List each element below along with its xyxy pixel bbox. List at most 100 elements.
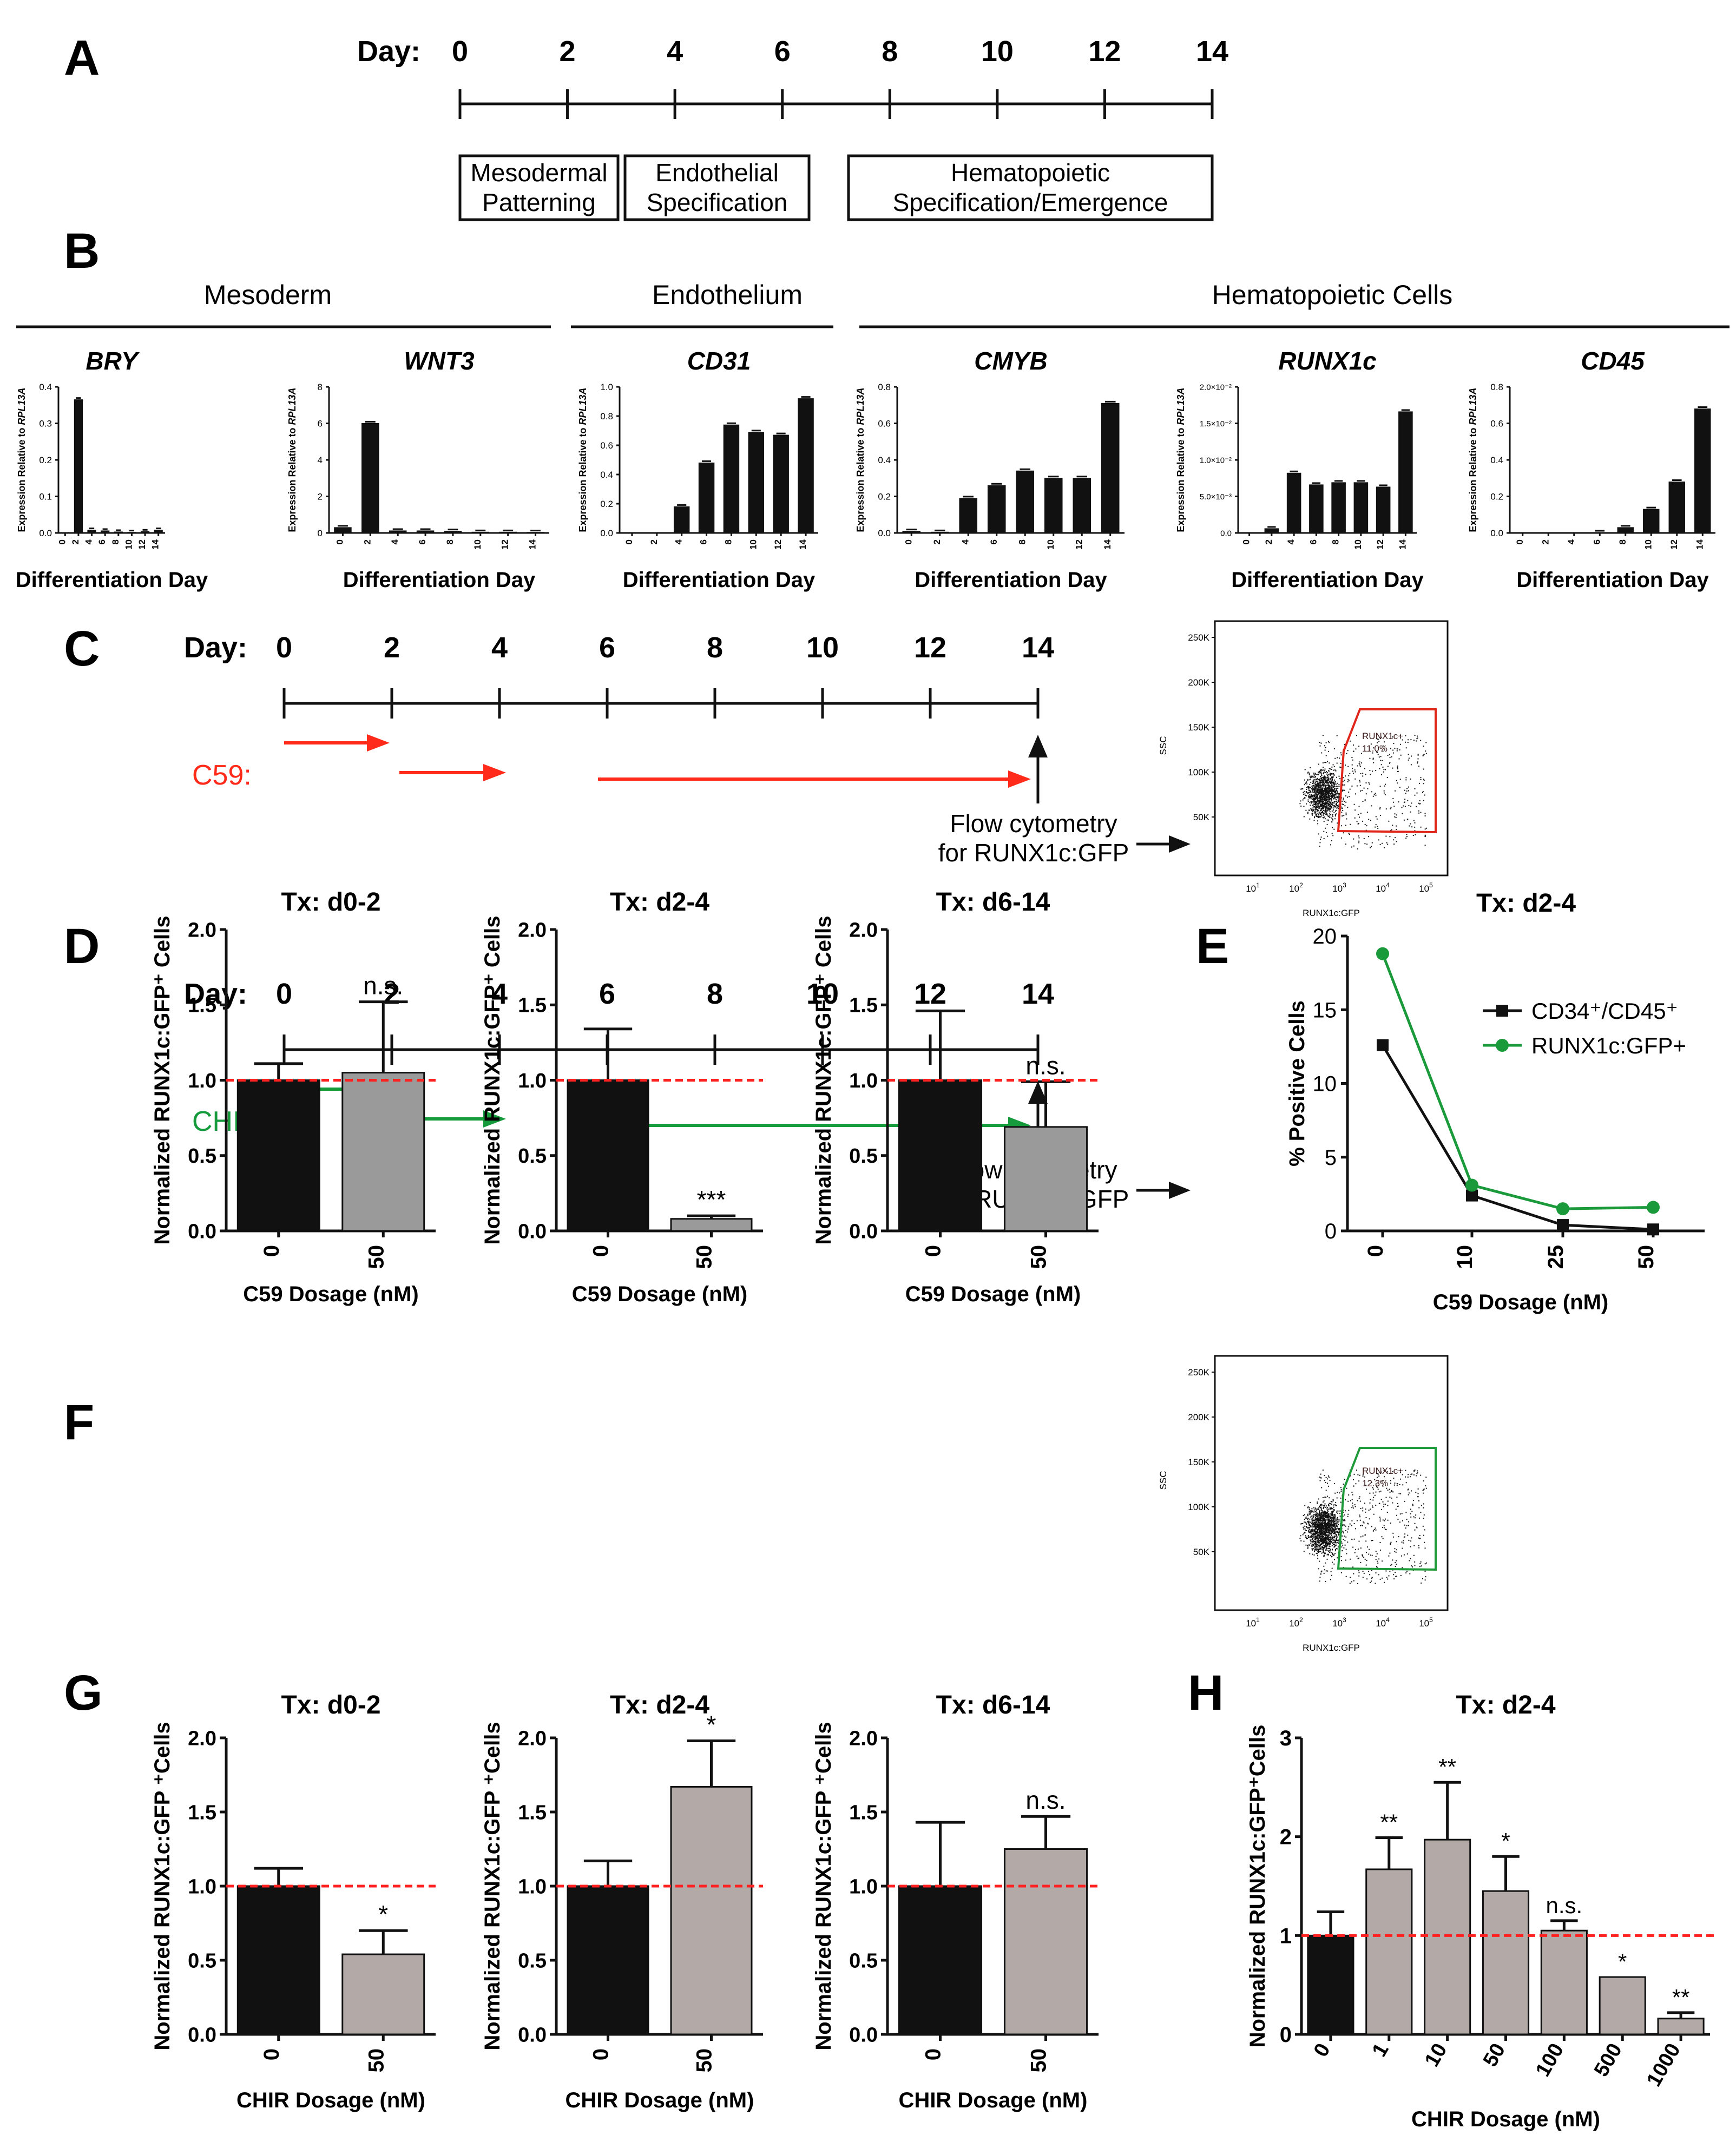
chart-b2-x-axis-label: Differentiation Day [343, 568, 536, 592]
chart-b4-x-tick-label: 10 [1045, 539, 1056, 550]
chart-b3-x-tick-label: 0 [624, 539, 634, 544]
chart-b6-y-tick-label: 0.4 [1490, 455, 1503, 465]
chart-b6-y-tick-label: 0.8 [1490, 382, 1503, 392]
chart-b5-bar [1331, 482, 1346, 533]
chart-d2-y-axis-label: Normalized RUNX1c:GFP⁺ Cells [481, 916, 504, 1245]
flow-c-x-tick-label: 101 [1246, 881, 1260, 894]
chart-b4-bar [1016, 470, 1035, 533]
flow-f-x-tick-exponent: 3 [1343, 1616, 1346, 1624]
chart-g3-y-tick-label: 2.0 [849, 1727, 878, 1750]
flow-f-gate [1337, 1447, 1437, 1571]
chart-b4-x-tick-label: 4 [960, 539, 970, 544]
chart-b2-bar [527, 532, 544, 533]
chart-b1-x-tick-label: 0 [57, 539, 67, 544]
flow-c-y-tick-label: 250K [1188, 632, 1209, 643]
chart-b5-y-tick-label: 1.5×10⁻² [1200, 419, 1232, 429]
chart-g3-x-tick-label: 50 [1027, 2048, 1051, 2073]
flow-c-y-tick-label: 50K [1193, 812, 1210, 822]
chart-b2-x-tick-label: 0 [334, 539, 345, 544]
chart-g1-y-tick-label: 1.5 [188, 1801, 216, 1824]
chart-g3-y-axis-label: Normalized RUNX1c:GFP ⁺Cells [812, 1722, 836, 2050]
chart-e-point [1377, 1039, 1389, 1051]
flow-c-x-axis-label: RUNX1c:GFP [1303, 908, 1360, 918]
chart-b1-y-tick-label: 0.1 [39, 491, 52, 502]
chart-g2-title: Tx: d2-4 [610, 1691, 709, 1719]
chart-b3-y-tick-label: 0.0 [600, 528, 613, 538]
chart-b2-y-tick-label: 6 [318, 418, 323, 429]
chart-d3-x-tick-label: 50 [1027, 1245, 1051, 1269]
chart-b4-bar [959, 498, 978, 533]
chart-h-bar [1599, 1976, 1646, 2035]
chart-b3-x-tick-label: 14 [798, 539, 808, 549]
chart-e-x-tick-label: 0 [1364, 1245, 1388, 1257]
timeline-a-box-mesodermal-line1: Mesodermal [470, 159, 607, 187]
timeline-f-day-tick-label: 0 [276, 978, 292, 1010]
chart-e-legend-label: RUNX1c:GFP+ [1531, 1033, 1686, 1058]
chart-g2-y-tick-label: 1.5 [518, 1801, 547, 1824]
chart-b6-bar [1668, 482, 1685, 533]
chart-b2-bar [471, 531, 490, 533]
chart-b1-bar [87, 530, 96, 533]
chart-d2-title: Tx: d2-4 [610, 888, 709, 917]
chart-b2-y-tick-label: 8 [318, 382, 323, 392]
timeline-f-day-tick-label: 14 [1022, 978, 1054, 1010]
panel-label-a: A [64, 30, 100, 85]
panel-h-chart: 0 1 2 3 0 1 ** 10 ** 50 * 100 n.s. 500 * 1000 ** Tx: d2-4… [1246, 1691, 1715, 2131]
chart-e-y-tick-label: 15 [1313, 998, 1337, 1022]
timeline-c-flow-line1: Flow cytometry [950, 809, 1117, 838]
chart-g1-y-tick-label: 0.5 [188, 1949, 216, 1972]
chart-h-x-tick-label: 10 [1421, 2040, 1452, 2071]
chart-d2-y-tick-label: 1.5 [518, 994, 547, 1017]
timeline-f-treatment-arrowhead [483, 1110, 506, 1128]
flow-c-y-tick-label: 200K [1188, 677, 1209, 688]
chart-b6-x-tick-label: 10 [1643, 539, 1653, 550]
timeline-f-day-tick-label: 12 [914, 978, 946, 1010]
chart-d3-x-tick-label: 0 [922, 1245, 945, 1257]
flow-c-x-tick-label: 104 [1376, 881, 1390, 894]
chart-h-y-tick-label: 2 [1280, 1826, 1292, 1849]
timeline-c-day-tick-label: 6 [599, 631, 615, 664]
timeline-a-box-endothelial [623, 154, 811, 221]
panel-g-charts: 0.0 0.5 1.0 1.5 2.0 0 50 * Tx: d0-2 CHIR Dosage (… [150, 1691, 1099, 2112]
chart-b6-bar [1694, 408, 1711, 533]
chart-b5-y-tick-label: 0.0 [1220, 529, 1232, 538]
chart-b2-title: WNT3 [404, 347, 475, 375]
chart-b1-y-axis-label: Expression Relative to RPL13A [16, 387, 27, 532]
chart-b3-y-axis-label-gene: RPL13A [577, 387, 588, 425]
timeline-c-day-tick-label: 8 [707, 631, 723, 664]
chart-h-x-tick-label: 50 [1479, 2040, 1510, 2071]
flow-f-x-tick-label: 103 [1332, 1616, 1346, 1629]
chart-h-significance-label: n.s. [1546, 1893, 1583, 1918]
chart-b1-bar [74, 399, 83, 533]
chart-b4-bar [987, 485, 1006, 533]
panel-label-b: B [64, 223, 100, 279]
timeline-c-treatment-arrowhead [483, 764, 506, 781]
flow-f-gate-label: RUNX1c+ [1362, 1466, 1403, 1476]
chart-b2-x-tick-label: 4 [390, 539, 400, 544]
chart-g2-x-tick-label: 50 [693, 2048, 716, 2073]
timeline-c-day-tick-label: 0 [276, 631, 292, 664]
flow-f-x-tick-exponent: 5 [1429, 1616, 1433, 1624]
timeline-a-box-hematopoietic-line2: Specification/Emergence [893, 188, 1168, 216]
chart-h-significance-label: ** [1672, 1985, 1690, 2010]
chart-e-point [1557, 1219, 1569, 1231]
chart-b6-y-axis-label: Expression Relative to RPL13A [1468, 387, 1478, 532]
chart-d1-y-tick-label: 0.5 [188, 1145, 216, 1168]
flow-f-y-tick-label: 200K [1188, 1412, 1209, 1422]
chart-g2-bar [567, 1885, 649, 2035]
chart-d1-y-tick-label: 1.0 [188, 1070, 216, 1092]
chart-b6-x-tick-label: 4 [1566, 539, 1576, 544]
chart-h-bar [1657, 2018, 1705, 2035]
chart-g1-y-tick-label: 0.0 [188, 2024, 216, 2046]
chart-b5-x-tick-label: 2 [1264, 539, 1274, 544]
timeline-c-day-tick-label: 14 [1022, 631, 1054, 664]
timeline-a-box-mesodermal-line2: Patterning [482, 188, 596, 216]
chart-b3-y-tick-label: 0.4 [600, 470, 613, 480]
chart-h-y-tick-label: 3 [1280, 1727, 1292, 1750]
flow-c-x-tick-label: 102 [1289, 881, 1303, 894]
chart-g1-bar [341, 1953, 425, 2035]
chart-g1-bar [236, 1885, 320, 2035]
chart-h-bar [1482, 1890, 1530, 2035]
chart-d1-title: Tx: d0-2 [281, 888, 380, 917]
